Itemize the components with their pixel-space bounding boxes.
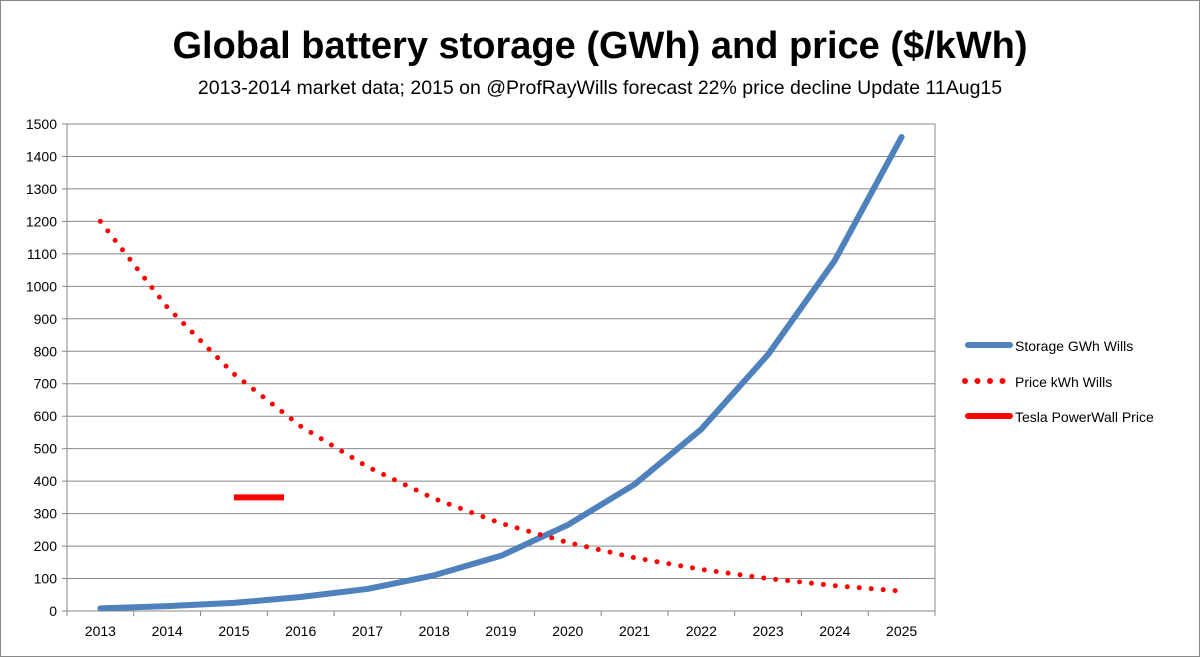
legend-label: Tesla PowerWall Price [1015, 409, 1154, 425]
x-tick-label: 2024 [819, 623, 850, 639]
y-tick-label: 600 [34, 408, 58, 424]
x-tick-label: 2017 [352, 623, 383, 639]
chart-title: Global battery storage (GWh) and price (… [172, 25, 1027, 67]
x-tick-label: 2023 [752, 623, 783, 639]
y-tick-label: 1200 [26, 213, 57, 229]
y-tick-label: 500 [34, 441, 58, 457]
x-tick-label: 2014 [152, 623, 183, 639]
x-tick-label: 2022 [686, 623, 717, 639]
y-tick-label: 900 [34, 311, 58, 327]
chart-subtitle: 2013-2014 market data; 2015 on @ProfRayW… [198, 77, 1002, 99]
x-tick-label: 2013 [85, 623, 116, 639]
y-tick-label: 1500 [26, 116, 57, 132]
y-tick-label: 400 [34, 473, 58, 489]
x-tick-label: 2018 [419, 623, 450, 639]
y-tick-label: 300 [34, 506, 58, 522]
y-tick-label: 100 [34, 571, 58, 587]
x-tick-label: 2021 [619, 623, 650, 639]
y-tick-label: 1300 [26, 181, 57, 197]
y-tick-label: 800 [34, 343, 58, 359]
y-tick-label: 700 [34, 376, 58, 392]
y-tick-label: 1000 [26, 278, 57, 294]
legend-label: Price kWh Wills [1015, 374, 1112, 390]
x-tick-label: 2019 [485, 623, 516, 639]
x-tick-label: 2020 [552, 623, 583, 639]
x-tick-label: 2016 [285, 623, 316, 639]
x-tick-label: 2025 [886, 623, 917, 639]
y-tick-label: 1100 [27, 246, 57, 262]
series-storage-line [97, 133, 905, 612]
x-tick-label: 2015 [218, 623, 249, 639]
y-tick-label: 0 [49, 603, 57, 619]
y-tick-label: 1400 [26, 148, 57, 164]
y-tick-label: 200 [34, 538, 58, 554]
series-price-line [97, 218, 905, 594]
legend-label: Storage GWh Wills [1015, 338, 1133, 354]
